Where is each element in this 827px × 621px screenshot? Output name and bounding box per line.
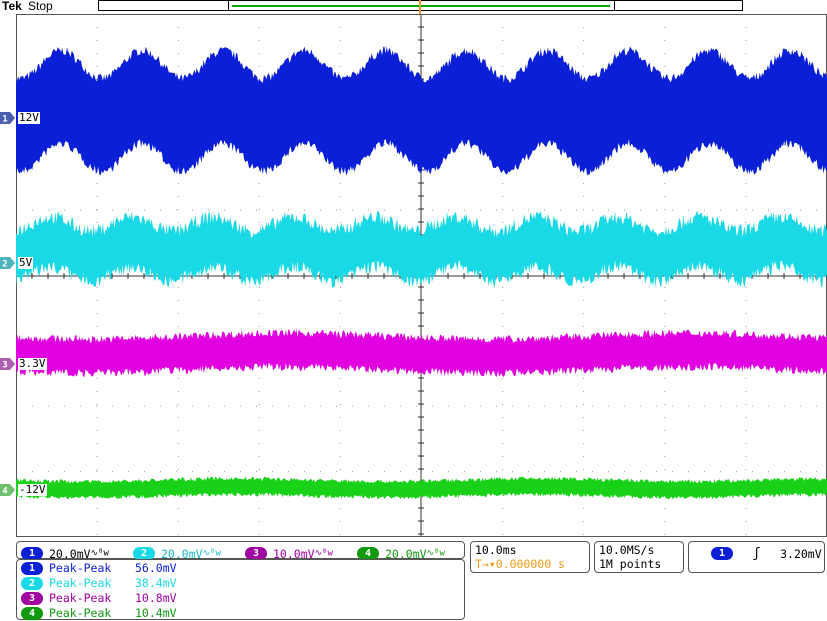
sample-rate: 10.0MS/s xyxy=(599,543,655,557)
channel-2-scale[interactable]: 2 20.0mV∿ᴮw xyxy=(133,543,221,562)
channel-4-ground-marker[interactable]: 4 xyxy=(0,484,16,496)
measurement-value: 56.0mV xyxy=(135,561,177,575)
record-length: 1M points xyxy=(599,557,662,571)
measurement-value: 10.8mV xyxy=(135,591,177,605)
measurement-value: 38.4mV xyxy=(135,576,177,590)
channel-3-ground-marker[interactable]: 3 xyxy=(0,358,16,370)
measurement-name: Peak-Peak xyxy=(49,561,112,575)
measurement-name: Peak-Peak xyxy=(49,576,112,590)
channel-3-volts-div: 10.0mV xyxy=(273,546,315,561)
channel-3-scale[interactable]: 3 10.0mV∿ᴮw xyxy=(245,543,333,562)
channel-scale-panel: 1 20.0mV∿ᴮw 2 20.0mV∿ᴮw 3 10.0mV∿ᴮw 4 20.0mV… xyxy=(16,541,465,562)
brand-logo: Tek xyxy=(2,0,22,13)
trigger-level: 3.20mV xyxy=(780,546,822,561)
svg-text:4: 4 xyxy=(2,487,8,497)
bandwidth-limit-icon: ∿ᴮw xyxy=(202,548,221,559)
measurement-row[interactable]: 2 Peak-Peak 38.4mV xyxy=(21,576,177,591)
measurements-panel[interactable]: 1 Peak-Peak 56.0mV 2 Peak-Peak 38.4mV 3 Peak-Pe… xyxy=(16,559,465,620)
waveform-display[interactable] xyxy=(16,14,827,537)
channel-2-volts-div: 20.0mV xyxy=(161,546,203,561)
bandwidth-limit-icon: ∿ᴮw xyxy=(314,548,333,559)
trigger-panel[interactable]: 1 ʃ 3.20mV xyxy=(688,541,825,573)
channel-2-label: 5V xyxy=(18,256,34,269)
channel-2-waveform xyxy=(16,210,827,288)
horizontal-scale: 10.0ms xyxy=(475,543,517,557)
channel-1-waveform xyxy=(16,46,827,176)
timebase-panel[interactable]: 10.0ms T→▾0.000000 s xyxy=(470,541,590,573)
measurement-row[interactable]: 3 Peak-Peak 10.8mV xyxy=(21,591,177,606)
channel-1-badge: 1 xyxy=(21,547,43,560)
channel-3-badge: 3 xyxy=(245,547,267,560)
channel-4-badge: 4 xyxy=(357,547,379,560)
channel-4-waveform xyxy=(16,476,827,500)
measurement-row[interactable]: 4 Peak-Peak 10.4mV xyxy=(21,606,177,621)
trigger-source-badge: 1 xyxy=(711,547,733,560)
record-view-window[interactable] xyxy=(228,0,615,11)
channel-3-waveform xyxy=(16,329,827,377)
trigger-position-readout: T→▾0.000000 s xyxy=(475,557,566,571)
channel-4-label: -12V xyxy=(18,483,47,496)
measurement-name: Peak-Peak xyxy=(49,591,112,605)
measurement-value: 10.4mV xyxy=(135,606,177,620)
channel-2-ground-marker[interactable]: 2 xyxy=(0,257,16,269)
svg-text:3: 3 xyxy=(2,361,7,371)
channel-4-volts-div: 20.0mV xyxy=(385,546,427,561)
measurement-row[interactable]: 1 Peak-Peak 56.0mV xyxy=(21,561,177,576)
acquisition-status: Stop xyxy=(28,0,53,13)
svg-text:2: 2 xyxy=(2,260,7,270)
measurement-channel-badge: 2 xyxy=(21,577,43,590)
channel-2-badge: 2 xyxy=(133,547,155,560)
channel-3-label: 3.3V xyxy=(18,357,47,370)
measurement-channel-badge: 1 xyxy=(21,562,43,575)
bandwidth-limit-icon: ∿ᴮw xyxy=(90,548,109,559)
svg-text:1: 1 xyxy=(2,115,7,125)
bandwidth-limit-icon: ∿ᴮw xyxy=(426,548,445,559)
waveform-traces xyxy=(16,46,827,500)
channel-1-scale[interactable]: 1 20.0mV∿ᴮw xyxy=(21,543,109,562)
channel-1-volts-div: 20.0mV xyxy=(49,546,91,561)
acquisition-panel[interactable]: 10.0MS/s 1M points xyxy=(594,541,684,573)
channel-1-label: 12V xyxy=(18,111,40,124)
rising-edge-icon: ʃ xyxy=(752,546,761,561)
measurement-channel-badge: 4 xyxy=(21,607,43,620)
measurement-channel-badge: 3 xyxy=(21,592,43,605)
measurement-name: Peak-Peak xyxy=(49,606,112,620)
channel-1-ground-marker[interactable]: 1 xyxy=(0,112,16,124)
channel-4-scale[interactable]: 4 20.0mV∿ᴮw xyxy=(357,543,445,562)
